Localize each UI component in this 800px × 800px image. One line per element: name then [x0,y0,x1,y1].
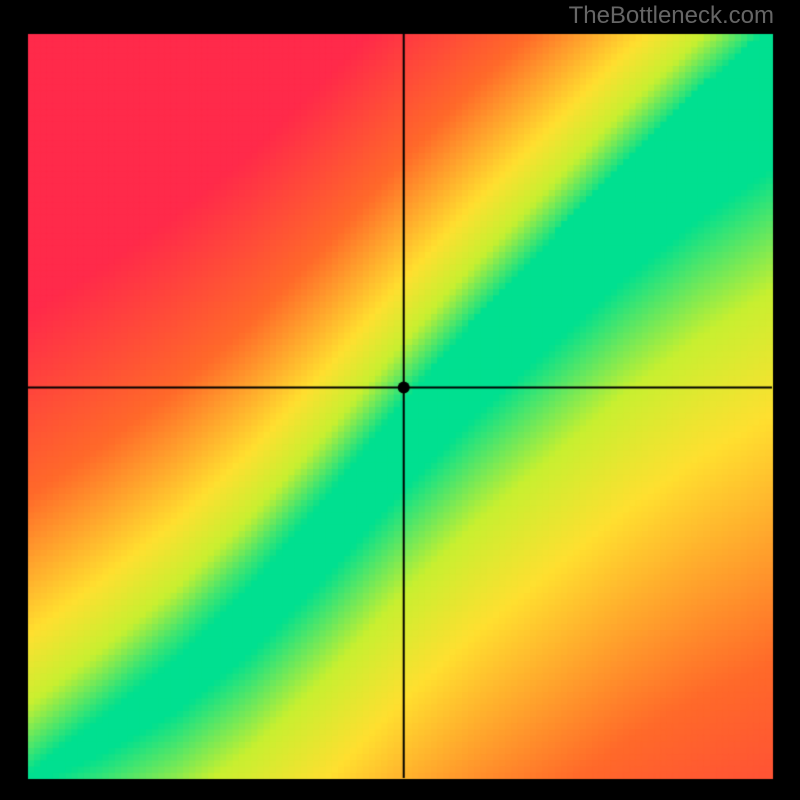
watermark-text: TheBottleneck.com [569,2,774,30]
bottleneck-heatmap [0,0,800,800]
chart-container: TheBottleneck.com [0,0,800,800]
